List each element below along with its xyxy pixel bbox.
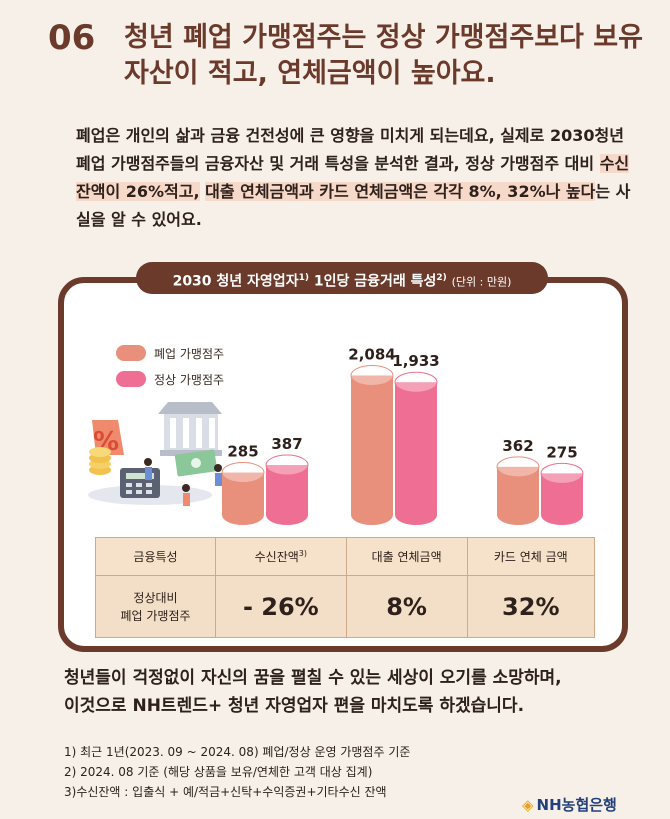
bar <box>351 375 393 515</box>
table-row-label-1: 정상대비 <box>133 590 178 605</box>
bar-value-label: 2,084 <box>348 345 395 363</box>
bar-cap <box>394 371 438 393</box>
bar-cap <box>221 462 265 484</box>
bar-base <box>541 505 583 525</box>
table-cell: 8% <box>345 575 468 638</box>
table-header-cell: 수신잔액3) <box>215 537 347 576</box>
table-header-row: 금융특성 수신잔액3) 대출 연체금액 카드 연체 금액 <box>95 537 596 576</box>
bar-value-label: 362 <box>502 437 533 455</box>
chart-unit: (단위 : 만원) <box>451 275 512 289</box>
bar-value-label: 1,933 <box>392 352 439 370</box>
intro-text-2: 는 사실을 알 수 있어요. <box>76 182 631 229</box>
table-header-cell: 금융특성 <box>95 537 216 576</box>
bar-base <box>351 505 393 525</box>
footnote: 3)수신잔액 : 입출식 + 예/적금+신탁+수익증권+기타수신 잔액 <box>64 785 387 799</box>
closing-line: 이것으로 NH트렌드+ 청년 자영업자 편을 마치도록 하겠습니다. <box>64 696 525 716</box>
bar-value-label: 275 <box>546 443 577 461</box>
chart-title-text: 2030 청년 자영업자 <box>172 273 299 290</box>
footnote: 1) 최근 1년(2023. 09 ~ 2024. 08) 폐업/정상 운영 가… <box>64 745 411 759</box>
chart-title-sup-2: 2) <box>436 273 447 283</box>
legend-label-closed: 폐업 가맹점주 <box>154 346 225 361</box>
bar-cap <box>350 364 394 386</box>
chart-title: 2030 청년 자영업자1) 1인당 금융거래 특성2) (단위 : 만원) <box>136 262 548 294</box>
bank-building-icon <box>158 402 222 456</box>
legend-swatch-closed <box>116 345 146 361</box>
table-header-sup: 3) <box>298 549 308 558</box>
legend-swatch-normal <box>116 371 146 387</box>
coin-stack-icon <box>89 447 111 475</box>
intro-paragraph: 폐업은 개인의 삶과 금융 건전성에 큰 영향을 미치게 되는데요, 실제로 2… <box>76 122 636 234</box>
intro-text-1: 폐업은 개인의 삶과 금융 건전성에 큰 영향을 미치게 되는데요, 실제로 2… <box>76 126 624 173</box>
bar <box>395 382 437 515</box>
table-row-label-2: 폐업 가맹점주 <box>120 608 191 623</box>
bar-value-label: 387 <box>271 435 302 453</box>
calculator-icon <box>120 468 160 498</box>
bar-cap <box>265 454 309 476</box>
table-header-cell: 카드 연체 금액 <box>466 537 596 576</box>
table-cell: 32% <box>466 575 596 638</box>
chart-title-sup-1: 1) <box>298 273 309 283</box>
people-icon <box>144 458 222 506</box>
table-header-cell: 대출 연체금액 <box>345 537 468 576</box>
bar-value-label: 285 <box>227 443 258 461</box>
chart-title-text-2: 1인당 금융거래 특성 <box>308 273 437 290</box>
bar-base <box>395 505 437 525</box>
nh-logo-icon: ◈ <box>522 795 534 814</box>
section-number: 06 <box>48 18 96 58</box>
brand-name: NH농협은행 <box>536 796 617 814</box>
percent-sign-icon <box>92 420 124 455</box>
legend-item-closed: 폐업 가맹점주 <box>116 340 224 366</box>
legend-label-normal: 정상 가맹점주 <box>154 372 225 387</box>
footnote: 2) 2024. 08 기준 (해당 상품을 보유/연체한 고객 대상 집계) <box>64 765 373 779</box>
bar-base <box>222 505 264 525</box>
closing-paragraph: 청년들이 걱정없이 자신의 꿈을 펼칠 수 있는 세상이 오기를 소망하며, 이… <box>64 664 644 720</box>
legend-item-normal: 정상 가맹점주 <box>116 366 224 392</box>
closing-line: 청년들이 걱정없이 자신의 꿈을 펼칠 수 있는 세상이 오기를 소망하며, <box>64 668 562 688</box>
banknote-icon <box>174 449 218 477</box>
brand-logo: ◈ NH농협은행 <box>522 794 617 815</box>
bar-cap <box>540 462 584 484</box>
footnotes: 1) 최근 1년(2023. 09 ~ 2024. 08) 폐업/정상 운영 가… <box>64 742 584 802</box>
table-header-text: 수신잔액 <box>254 550 299 564</box>
illustration: % <box>88 402 222 506</box>
table-cell: - 26% <box>215 575 347 638</box>
bar-base <box>497 505 539 525</box>
page-title: 청년 폐업 가맹점주는 정상 가맹점주보다 보유자산이 적고, 연체금액이 높아… <box>124 22 643 89</box>
chart-legend: 폐업 가맹점주 정상 가맹점주 <box>116 340 224 392</box>
bar-cap <box>496 456 540 478</box>
intro-highlight-2: 대출 연체금액과 카드 연체금액은 각각 8%, 32%나 높다 <box>205 182 596 201</box>
bar-base <box>266 505 308 525</box>
